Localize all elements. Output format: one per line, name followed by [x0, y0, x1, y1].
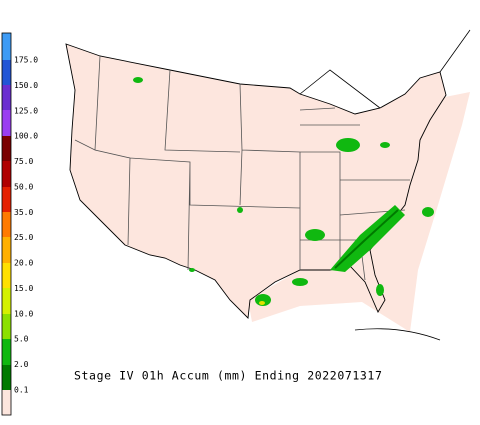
color-swatch	[2, 390, 11, 415]
color-swatch	[2, 339, 11, 365]
map	[65, 29, 471, 341]
precip-area	[292, 278, 308, 286]
color-swatch	[2, 314, 11, 339]
color-swatch	[2, 110, 11, 136]
color-swatch	[2, 187, 11, 212]
precip-area	[422, 207, 434, 217]
color-swatch	[2, 212, 11, 237]
legend-label: 15.0	[14, 284, 33, 293]
legend-label: 20.0	[14, 259, 33, 268]
color-bar-frame	[1, 32, 12, 416]
legend-label: 25.0	[14, 233, 33, 242]
precip-band	[334, 209, 399, 269]
precip-area	[133, 77, 143, 83]
color-swatch	[2, 85, 11, 110]
legend-label: 150.0	[14, 81, 38, 90]
color-bar	[1, 32, 12, 416]
color-swatch	[2, 60, 11, 85]
precip-area-heavy	[259, 301, 265, 305]
color-swatch	[2, 237, 11, 263]
coastline	[299, 29, 471, 109]
legend-labels: 175.0 150.0 125.0 100.0 75.0 50.0 35.0 25.0 20.0…	[14, 56, 38, 395]
caption: Stage IV 01h Accum (mm) Ending 202207131…	[74, 369, 382, 383]
color-swatch	[2, 288, 11, 314]
color-swatch	[2, 263, 11, 288]
color-swatch	[2, 136, 11, 161]
precip-area	[237, 207, 243, 213]
legend-label: 2.0	[14, 360, 29, 369]
legend-label: 50.0	[14, 182, 33, 191]
legend-label: 0.1	[14, 386, 29, 395]
precip-area	[189, 268, 195, 272]
legend-label: 175.0	[14, 56, 38, 65]
legend-label: 5.0	[14, 335, 29, 344]
precip-area	[305, 229, 325, 241]
legend-label: 10.0	[14, 309, 33, 318]
color-swatch	[2, 161, 11, 187]
color-swatch	[2, 365, 11, 390]
legend-label: 100.0	[14, 132, 38, 141]
legend-label: 75.0	[14, 157, 33, 166]
precip-area	[380, 142, 390, 148]
precip-area	[376, 284, 384, 296]
legend-label: 125.0	[14, 106, 38, 115]
color-swatch	[2, 33, 11, 60]
cuba-coast	[354, 328, 441, 341]
precip-area	[336, 138, 360, 152]
legend-label: 35.0	[14, 208, 33, 217]
